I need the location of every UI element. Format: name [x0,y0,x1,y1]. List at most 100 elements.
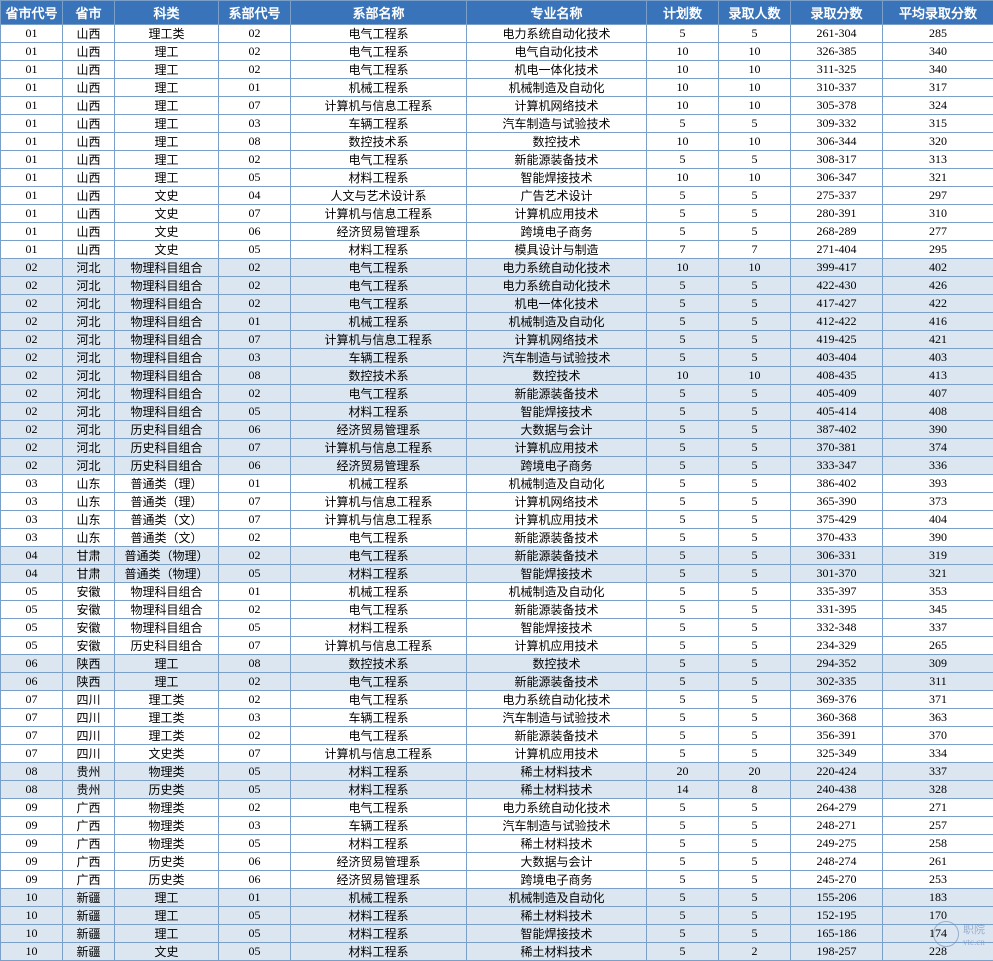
table-cell: 360-368 [791,709,883,727]
table-cell: 5 [719,475,791,493]
table-cell: 02 [1,439,63,457]
table-cell: 324 [883,97,993,115]
table-cell: 材料工程系 [291,835,467,853]
table-row: 09广西历史类06经济贸易管理系大数据与会计55248-274261 [1,853,993,871]
table-cell: 337 [883,619,993,637]
table-cell: 普通类（理） [115,493,219,511]
table-cell: 新疆 [63,925,115,943]
table-cell: 历史科目组合 [115,637,219,655]
table-cell: 05 [1,637,63,655]
table-cell: 373 [883,493,993,511]
table-cell: 山西 [63,97,115,115]
table-cell: 02 [219,727,291,745]
table-cell: 321 [883,565,993,583]
table-cell: 山西 [63,151,115,169]
table-cell: 机电一体化技术 [467,61,647,79]
table-cell: 02 [1,385,63,403]
table-cell: 05 [1,583,63,601]
table-cell: 电气工程系 [291,259,467,277]
table-cell: 20 [719,763,791,781]
table-cell: 317 [883,79,993,97]
table-cell: 5 [719,637,791,655]
table-cell: 01 [1,241,63,259]
table-row: 03山东普通类（理）01机械工程系机械制造及自动化55386-402393 [1,475,993,493]
table-cell: 05 [219,925,291,943]
col-header: 省市 [63,1,115,25]
table-cell: 计算机网络技术 [467,493,647,511]
table-cell: 机械制造及自动化 [467,313,647,331]
table-cell: 06 [219,853,291,871]
table-row: 01山西文史06经济贸易管理系跨境电子商务55268-289277 [1,223,993,241]
table-cell: 计算机与信息工程系 [291,97,467,115]
table-cell: 10 [719,97,791,115]
table-cell: 10 [647,61,719,79]
table-cell: 材料工程系 [291,169,467,187]
table-row: 01山西理工03车辆工程系汽车制造与试验技术55309-332315 [1,115,993,133]
table-cell: 01 [1,97,63,115]
table-cell: 05 [219,781,291,799]
table-cell: 08 [1,763,63,781]
table-cell: 新疆 [63,889,115,907]
table-cell: 309 [883,655,993,673]
table-cell: 5 [647,673,719,691]
table-cell: 07 [219,511,291,529]
table-cell: 01 [1,61,63,79]
table-cell: 新能源装备技术 [467,529,647,547]
table-cell: 理工 [115,151,219,169]
table-cell: 10 [1,925,63,943]
table-cell: 文史 [115,223,219,241]
table-cell: 5 [719,673,791,691]
table-cell: 319 [883,547,993,565]
table-cell: 268-289 [791,223,883,241]
table-cell: 跨境电子商务 [467,871,647,889]
table-cell: 5 [719,457,791,475]
table-cell: 02 [1,457,63,475]
table-cell: 机械制造及自动化 [467,475,647,493]
table-cell: 02 [1,277,63,295]
table-row: 04甘肃普通类（物理）05材料工程系智能焊接技术55301-370321 [1,565,993,583]
table-cell: 理工 [115,97,219,115]
table-cell: 机械工程系 [291,889,467,907]
table-cell: 计算机网络技术 [467,97,647,115]
table-cell: 10 [647,367,719,385]
table-cell: 机械工程系 [291,583,467,601]
table-row: 03山东普通类（文）02电气工程系新能源装备技术55370-433390 [1,529,993,547]
table-cell: 06 [219,223,291,241]
table-cell: 02 [219,529,291,547]
table-cell: 5 [719,619,791,637]
table-cell: 物理类 [115,763,219,781]
table-cell: 306-344 [791,133,883,151]
table-cell: 经济贸易管理系 [291,871,467,889]
table-cell: 03 [219,709,291,727]
table-cell: 机械制造及自动化 [467,583,647,601]
table-cell: 412-422 [791,313,883,331]
table-cell: 05 [1,601,63,619]
table-cell: 广西 [63,835,115,853]
table-cell: 机械制造及自动化 [467,79,647,97]
table-cell: 03 [1,475,63,493]
table-cell: 2 [719,943,791,961]
table-cell: 245-270 [791,871,883,889]
table-row: 02河北历史科目组合06经济贸易管理系大数据与会计55387-402390 [1,421,993,439]
table-cell: 四川 [63,727,115,745]
table-cell: 智能焊接技术 [467,565,647,583]
table-cell: 稀土材料技术 [467,943,647,961]
table-cell: 5 [719,439,791,457]
table-cell: 05 [219,835,291,853]
table-cell: 02 [219,799,291,817]
table-cell: 数控技术 [467,655,647,673]
table-cell: 285 [883,25,993,43]
table-cell: 05 [219,169,291,187]
table-cell: 物理科目组合 [115,295,219,313]
table-cell: 计算机与信息工程系 [291,331,467,349]
table-cell: 材料工程系 [291,619,467,637]
table-cell: 模具设计与制造 [467,241,647,259]
table-cell: 贵州 [63,763,115,781]
table-cell: 经济贸易管理系 [291,853,467,871]
table-cell: 四川 [63,709,115,727]
table-cell: 01 [1,133,63,151]
table-cell: 05 [219,619,291,637]
table-cell: 07 [219,205,291,223]
table-cell: 5 [647,853,719,871]
table-cell: 广告艺术设计 [467,187,647,205]
